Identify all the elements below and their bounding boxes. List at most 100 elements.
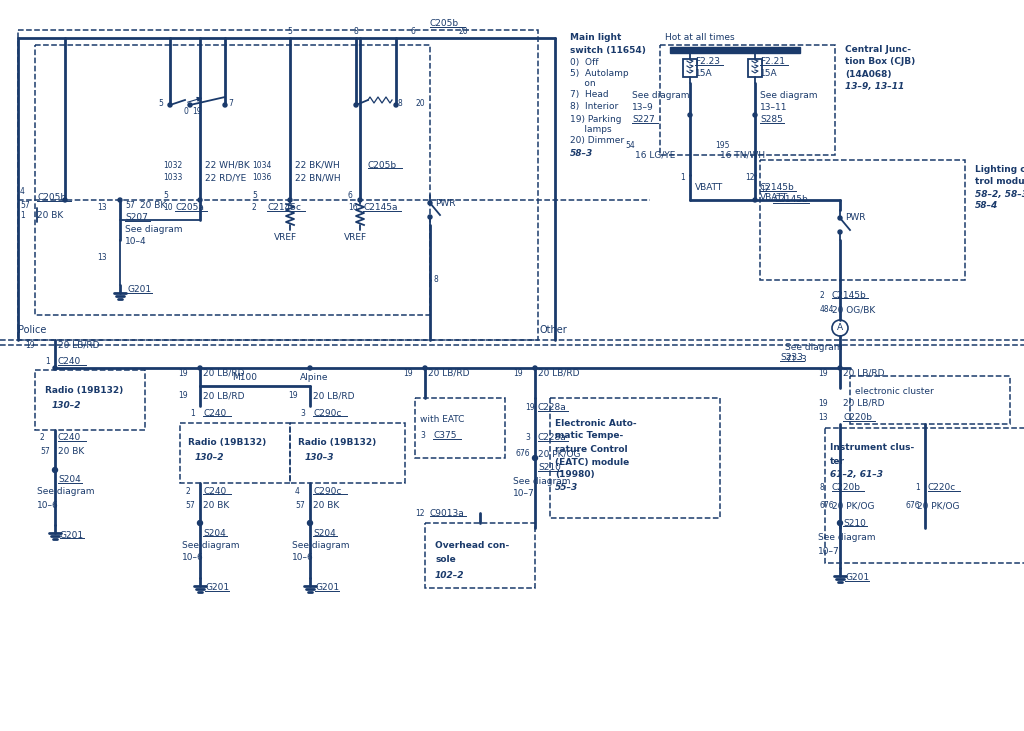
Text: 1: 1 (20, 211, 25, 221)
Text: 57: 57 (125, 200, 135, 210)
Text: 8)  Interior: 8) Interior (570, 102, 618, 112)
Text: C220c: C220c (928, 483, 956, 493)
Text: 20 LB/RD: 20 LB/RD (428, 368, 469, 377)
Text: S227: S227 (632, 115, 654, 124)
Circle shape (198, 198, 202, 202)
Text: 20 LB/RD: 20 LB/RD (843, 398, 885, 407)
Bar (180, 423, 290, 483)
Text: S204: S204 (203, 529, 225, 537)
Circle shape (753, 113, 757, 117)
Text: 57: 57 (20, 200, 30, 210)
Text: 16 LG/YE: 16 LG/YE (635, 151, 676, 159)
Text: S207: S207 (125, 213, 147, 222)
Text: 5: 5 (288, 28, 293, 37)
Text: 6: 6 (411, 28, 416, 37)
Text: See diagram: See diagram (760, 91, 817, 99)
Text: Police: Police (18, 325, 46, 335)
Text: 22 WH/BK: 22 WH/BK (205, 161, 250, 170)
Text: See diagram: See diagram (818, 534, 876, 542)
Text: 19: 19 (178, 368, 187, 377)
Text: 1034: 1034 (252, 161, 271, 170)
Text: Instrument clus-: Instrument clus- (830, 444, 914, 452)
Text: 3: 3 (525, 433, 529, 442)
Text: C290c: C290c (313, 409, 341, 417)
Text: C205b: C205b (37, 192, 67, 202)
Text: See diagram: See diagram (292, 540, 349, 550)
Text: 5)  Autolamp: 5) Autolamp (570, 69, 629, 78)
Circle shape (288, 198, 292, 202)
Circle shape (688, 113, 692, 117)
Text: 13–11: 13–11 (760, 102, 787, 112)
Text: 58–4: 58–4 (975, 202, 998, 211)
Text: A: A (837, 324, 843, 333)
Text: C240: C240 (58, 433, 81, 442)
Text: See diagram: See diagram (513, 477, 570, 485)
Text: C240: C240 (203, 409, 226, 417)
Text: 8: 8 (398, 99, 402, 107)
Text: 8: 8 (434, 276, 438, 284)
Text: S285: S285 (760, 115, 783, 124)
Text: 20 LB/RD: 20 LB/RD (538, 368, 580, 377)
Text: VBATT: VBATT (695, 183, 723, 192)
Text: 13: 13 (97, 203, 106, 213)
Bar (35, 370, 145, 430)
Text: 5: 5 (163, 191, 168, 200)
Text: See diagram: See diagram (632, 91, 689, 99)
Bar (35, 45, 430, 315)
Text: C290c: C290c (313, 487, 341, 496)
Circle shape (428, 201, 432, 205)
Text: 20) Dimmer: 20) Dimmer (570, 137, 624, 145)
Circle shape (307, 520, 312, 526)
Text: 58–3: 58–3 (570, 148, 593, 157)
Circle shape (532, 455, 538, 461)
Text: VBATT: VBATT (760, 194, 788, 202)
Text: C240: C240 (58, 357, 81, 366)
Text: 20 PK/OG: 20 PK/OG (831, 501, 874, 510)
Circle shape (428, 215, 432, 219)
Text: See diagram: See diagram (182, 540, 240, 550)
Text: F2.23: F2.23 (695, 58, 720, 67)
Text: S204: S204 (313, 529, 336, 537)
Circle shape (198, 366, 202, 370)
Bar (290, 423, 406, 483)
Text: C205b: C205b (368, 161, 397, 170)
Text: 1032: 1032 (163, 161, 182, 170)
Text: matic Tempe-: matic Tempe- (555, 431, 624, 441)
Text: 130–3: 130–3 (305, 453, 335, 463)
Text: C2145b: C2145b (760, 183, 795, 192)
Text: 130–2: 130–2 (52, 401, 82, 409)
Text: Main light: Main light (570, 34, 622, 42)
Text: 1033: 1033 (163, 173, 182, 183)
Circle shape (53, 366, 57, 370)
Text: rature Control: rature Control (555, 444, 628, 453)
Text: 5: 5 (158, 99, 163, 107)
Text: 10–6: 10–6 (182, 553, 204, 562)
Text: 3: 3 (300, 409, 305, 417)
Text: 20 BK: 20 BK (140, 200, 166, 210)
Text: 22 BK/WH: 22 BK/WH (295, 161, 340, 170)
Text: 12: 12 (760, 186, 769, 194)
Text: 20 LB/RD: 20 LB/RD (313, 392, 354, 401)
Text: 20 BK: 20 BK (37, 211, 63, 221)
Text: 15A: 15A (695, 69, 713, 77)
Circle shape (118, 198, 122, 202)
Text: 20 LB/RD: 20 LB/RD (58, 341, 99, 349)
Text: 19: 19 (513, 368, 522, 377)
Circle shape (753, 198, 757, 202)
Text: Alpine: Alpine (300, 374, 329, 382)
Text: 58–2, 58–3,: 58–2, 58–3, (975, 189, 1024, 199)
Text: 2: 2 (40, 433, 45, 442)
Text: G201: G201 (315, 583, 339, 593)
Text: 3: 3 (420, 431, 425, 441)
Text: See diagram: See diagram (37, 488, 94, 496)
Text: S210: S210 (843, 518, 866, 528)
Circle shape (358, 198, 362, 202)
Text: 0: 0 (183, 107, 187, 115)
Text: 19: 19 (193, 107, 202, 115)
Text: 19: 19 (403, 368, 413, 377)
Text: 20: 20 (458, 28, 468, 37)
Text: 130–2: 130–2 (195, 453, 224, 463)
Text: S204: S204 (58, 475, 81, 485)
Text: 1: 1 (915, 483, 920, 493)
Text: 676: 676 (905, 501, 920, 510)
